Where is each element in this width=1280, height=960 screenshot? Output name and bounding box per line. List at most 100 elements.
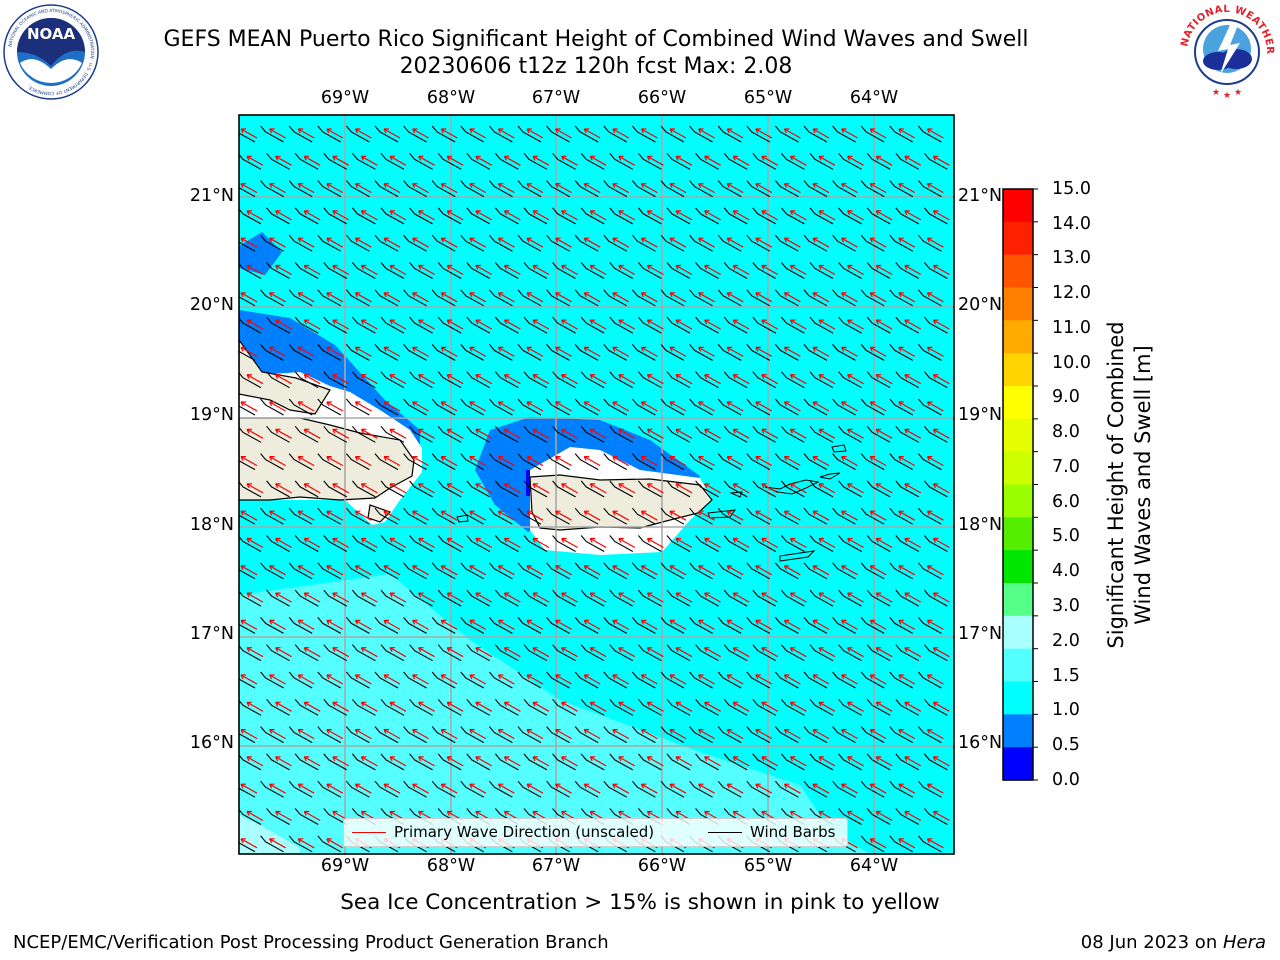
wave-direction-arrow [497, 401, 515, 412]
wind-barb [752, 371, 777, 389]
wind-barb [546, 617, 570, 634]
wave-direction-arrow [469, 128, 487, 139]
wave-direction-arrow [583, 565, 601, 576]
wind-barb [917, 562, 942, 580]
wave-direction-arrow [640, 401, 658, 412]
wind-barb [889, 726, 914, 744]
wind-barb [689, 125, 713, 143]
wind-barb [666, 589, 691, 607]
wave-direction-arrow [818, 537, 836, 549]
wind-barb [889, 453, 914, 471]
wave-direction-arrow [818, 210, 836, 221]
wave-direction-arrow [503, 537, 521, 549]
wave-direction-arrow [275, 374, 292, 385]
wind-barb [895, 316, 920, 334]
wind-barb [838, 480, 862, 498]
wind-barb [288, 780, 313, 798]
wind-barb [923, 152, 948, 170]
wind-barb [345, 289, 370, 307]
wave-direction-arrow [275, 701, 292, 712]
wave-direction-arrow [898, 183, 916, 194]
wave-direction-arrow [612, 292, 630, 303]
wave-direction-arrow [383, 456, 401, 467]
wind-barb [666, 262, 691, 279]
wave-direction-arrow [875, 592, 893, 603]
wave-direction-arrow [926, 183, 944, 194]
wind-barb [351, 589, 376, 607]
wave-direction-arrow [926, 456, 944, 467]
wave-direction-arrow [646, 264, 664, 276]
wave-direction-arrow [532, 537, 550, 549]
wind-barb [603, 671, 628, 689]
wave-direction-arrow [904, 537, 922, 549]
wave-direction-arrow [246, 810, 264, 822]
wave-direction-arrow [561, 374, 578, 385]
wave-direction-arrow [332, 483, 350, 494]
wave-direction-arrow [532, 264, 550, 276]
wave-direction-arrow [726, 510, 744, 521]
wave-direction-arrow [440, 510, 458, 521]
wave-direction-arrow [469, 565, 487, 576]
wind-barb [717, 289, 742, 307]
wave-direction-arrow [475, 647, 493, 658]
wave-direction-arrow [354, 128, 372, 139]
wind-barb [609, 535, 634, 552]
wind-barb [695, 589, 719, 607]
wave-direction-arrow [761, 592, 779, 603]
wind-barb [317, 726, 342, 744]
wave-direction-arrow [418, 756, 435, 767]
wave-direction-arrow [555, 510, 572, 521]
wave-direction-arrow [360, 155, 378, 166]
wind-barb [832, 453, 856, 471]
wave-direction-arrow [275, 210, 292, 221]
wave-direction-arrow [618, 592, 636, 603]
wave-direction-arrow [812, 292, 830, 303]
wave-direction-arrow [675, 319, 693, 330]
wind-barb [517, 617, 542, 634]
wave-direction-arrow [561, 483, 578, 494]
wind-barb [774, 617, 799, 634]
wave-direction-arrow [875, 210, 893, 221]
wind-barb [323, 316, 348, 334]
wind-barb [437, 316, 462, 334]
wave-direction-arrow [675, 210, 693, 221]
wave-direction-arrow [761, 264, 779, 276]
wave-direction-arrow [612, 346, 630, 357]
wave-direction-arrow [789, 592, 807, 603]
wind-barb [689, 234, 713, 252]
wave-direction-arrow [526, 456, 544, 467]
wind-barb [746, 780, 771, 798]
wave-direction-arrow [640, 183, 658, 194]
wave-direction-arrow [561, 756, 578, 767]
wave-direction-arrow [418, 537, 435, 549]
wind-barb [631, 289, 656, 307]
wind-barb [838, 371, 862, 389]
wind-barb [546, 562, 570, 580]
wave-direction-arrow [360, 483, 378, 494]
colorbar-swatch [1003, 418, 1033, 453]
wind-barb [695, 480, 719, 498]
wave-direction-arrow [812, 729, 830, 740]
wave-direction-arrow [818, 701, 836, 712]
wind-barb [860, 234, 885, 252]
wave-direction-arrow [332, 647, 350, 658]
wind-barb [917, 125, 942, 143]
wind-barb [774, 671, 799, 689]
wind-barb [494, 753, 519, 771]
wind-barb [923, 371, 948, 389]
wind-barb [860, 726, 885, 744]
wave-direction-arrow [526, 401, 544, 412]
wave-direction-arrow [841, 401, 858, 412]
wave-direction-arrow [932, 647, 950, 658]
wind-barb [717, 453, 742, 471]
wind-barb [317, 234, 342, 252]
wave-direction-arrow [497, 346, 515, 357]
wave-direction-arrow [297, 237, 315, 248]
wind-barb [631, 453, 656, 471]
wind-barb [345, 398, 370, 416]
wave-direction-arrow [612, 674, 630, 685]
wave-direction-arrow [640, 729, 658, 740]
wind-barb [637, 316, 662, 334]
wave-direction-arrow [932, 264, 950, 276]
wave-direction-arrow [446, 155, 464, 166]
